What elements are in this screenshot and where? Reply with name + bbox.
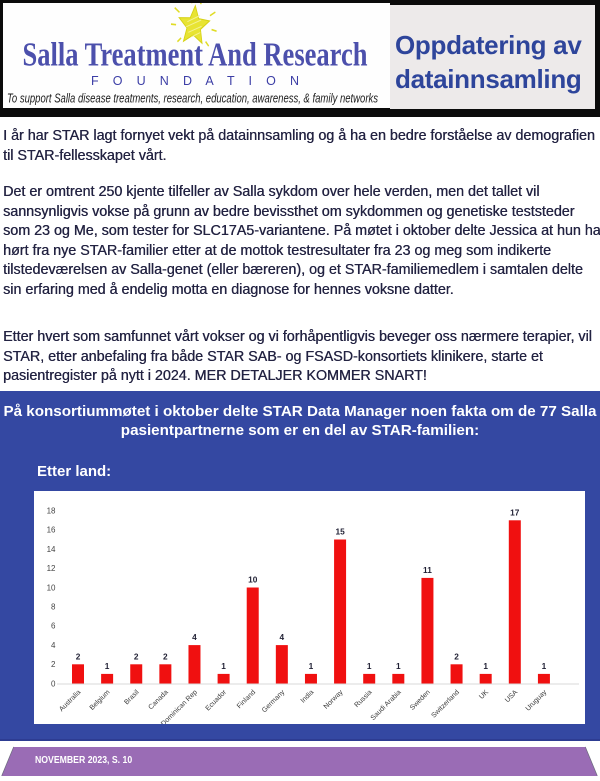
svg-text:Canada: Canada — [147, 689, 169, 711]
svg-text:10: 10 — [47, 583, 56, 592]
svg-text:4: 4 — [280, 632, 285, 642]
svg-text:USA: USA — [504, 689, 519, 704]
svg-text:Norway: Norway — [323, 689, 345, 711]
svg-text:India: India — [300, 689, 316, 705]
svg-text:1: 1 — [309, 661, 314, 671]
svg-text:16: 16 — [47, 526, 56, 535]
svg-text:Russia: Russia — [354, 689, 374, 709]
svg-text:Finland: Finland — [236, 689, 257, 710]
svg-text:1: 1 — [542, 661, 547, 671]
svg-text:Saudi Arabia: Saudi Arabia — [370, 689, 403, 722]
svg-text:1: 1 — [221, 661, 226, 671]
svg-text:15: 15 — [335, 527, 345, 537]
svg-text:10: 10 — [248, 575, 258, 585]
svg-text:1: 1 — [105, 661, 110, 671]
svg-text:Brasil: Brasil — [123, 689, 141, 707]
svg-text:18: 18 — [47, 507, 56, 516]
svg-text:Ecuador: Ecuador — [205, 688, 229, 712]
svg-text:17: 17 — [510, 507, 520, 517]
svg-text:F O U N D A T I O N: F O U N D A T I O N — [91, 74, 299, 88]
svg-text:Sweden: Sweden — [409, 689, 432, 712]
svg-text:2: 2 — [454, 651, 459, 661]
svg-text:8: 8 — [51, 603, 56, 612]
svg-text:Germany: Germany — [261, 689, 287, 715]
svg-text:Belgium: Belgium — [89, 689, 112, 712]
svg-text:4: 4 — [51, 641, 56, 650]
svg-text:To support Salla disease treat: To support Salla disease treatments, res… — [7, 91, 378, 106]
svg-text:2: 2 — [76, 651, 81, 661]
svg-text:14: 14 — [47, 545, 56, 554]
svg-text:Switzerland: Switzerland — [430, 689, 461, 720]
svg-text:4: 4 — [192, 632, 197, 642]
svg-text:Uruguay: Uruguay — [525, 689, 549, 713]
svg-text:11: 11 — [423, 565, 432, 575]
svg-text:0: 0 — [51, 679, 56, 688]
svg-text:2: 2 — [134, 651, 139, 661]
svg-text:Australia: Australia — [58, 689, 82, 713]
svg-text:1: 1 — [483, 661, 488, 671]
svg-text:1: 1 — [367, 661, 372, 671]
svg-text:2: 2 — [163, 651, 168, 661]
svg-text:UK: UK — [478, 689, 490, 701]
svg-text:6: 6 — [51, 622, 56, 631]
svg-text:Salla Treatment And Research: Salla Treatment And Research — [23, 37, 368, 74]
svg-text:1: 1 — [396, 661, 401, 671]
svg-text:2: 2 — [51, 660, 56, 669]
svg-text:12: 12 — [47, 564, 56, 573]
